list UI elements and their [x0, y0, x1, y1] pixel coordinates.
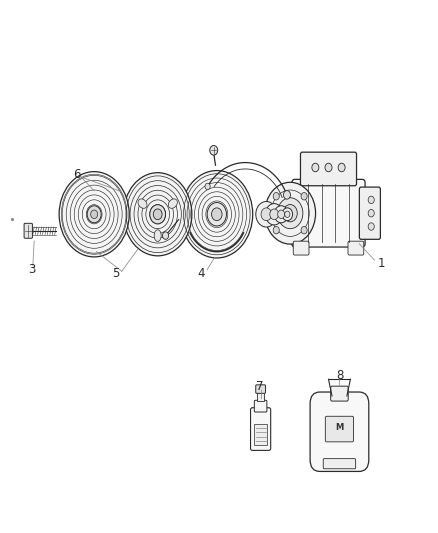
Circle shape — [207, 203, 226, 226]
Circle shape — [205, 183, 210, 190]
FancyBboxPatch shape — [323, 458, 356, 469]
FancyBboxPatch shape — [310, 392, 369, 471]
Circle shape — [261, 208, 272, 221]
Circle shape — [87, 206, 101, 223]
FancyBboxPatch shape — [325, 416, 353, 442]
Circle shape — [282, 208, 293, 221]
Bar — [258, 392, 264, 401]
Ellipse shape — [154, 230, 161, 241]
FancyBboxPatch shape — [331, 386, 348, 401]
Ellipse shape — [168, 199, 177, 208]
Circle shape — [210, 146, 218, 155]
Circle shape — [325, 163, 332, 172]
FancyBboxPatch shape — [292, 179, 365, 247]
FancyBboxPatch shape — [256, 385, 265, 393]
Text: 7: 7 — [256, 381, 264, 393]
FancyBboxPatch shape — [251, 408, 271, 450]
FancyBboxPatch shape — [348, 241, 364, 255]
Circle shape — [256, 201, 277, 227]
Circle shape — [273, 227, 279, 234]
Circle shape — [338, 163, 345, 172]
Circle shape — [283, 205, 297, 222]
Text: 8: 8 — [336, 369, 343, 382]
Text: 1: 1 — [377, 257, 385, 270]
Text: 5: 5 — [113, 267, 120, 280]
FancyBboxPatch shape — [300, 152, 357, 186]
Circle shape — [270, 209, 279, 220]
Circle shape — [273, 192, 279, 200]
Circle shape — [162, 232, 169, 239]
Text: 3: 3 — [28, 263, 35, 276]
FancyBboxPatch shape — [293, 241, 309, 255]
Bar — [254, 424, 268, 445]
Circle shape — [301, 192, 307, 200]
Circle shape — [181, 171, 253, 258]
Circle shape — [312, 163, 319, 172]
Circle shape — [124, 173, 192, 256]
Circle shape — [265, 204, 283, 225]
FancyBboxPatch shape — [254, 400, 267, 412]
Circle shape — [59, 172, 129, 257]
Circle shape — [91, 210, 98, 219]
Circle shape — [274, 206, 288, 223]
FancyBboxPatch shape — [24, 223, 32, 238]
Circle shape — [283, 191, 290, 199]
Text: M: M — [336, 423, 343, 432]
Ellipse shape — [138, 199, 147, 208]
Circle shape — [212, 208, 222, 221]
Circle shape — [285, 211, 290, 217]
Circle shape — [368, 223, 374, 230]
Circle shape — [265, 182, 315, 244]
Circle shape — [278, 210, 285, 219]
Circle shape — [368, 209, 374, 217]
Circle shape — [278, 198, 303, 229]
Text: 4: 4 — [198, 267, 205, 280]
Text: 6: 6 — [73, 168, 81, 181]
Circle shape — [150, 205, 166, 224]
Circle shape — [368, 196, 374, 204]
FancyBboxPatch shape — [359, 187, 380, 239]
Circle shape — [301, 227, 307, 234]
Circle shape — [153, 209, 162, 220]
